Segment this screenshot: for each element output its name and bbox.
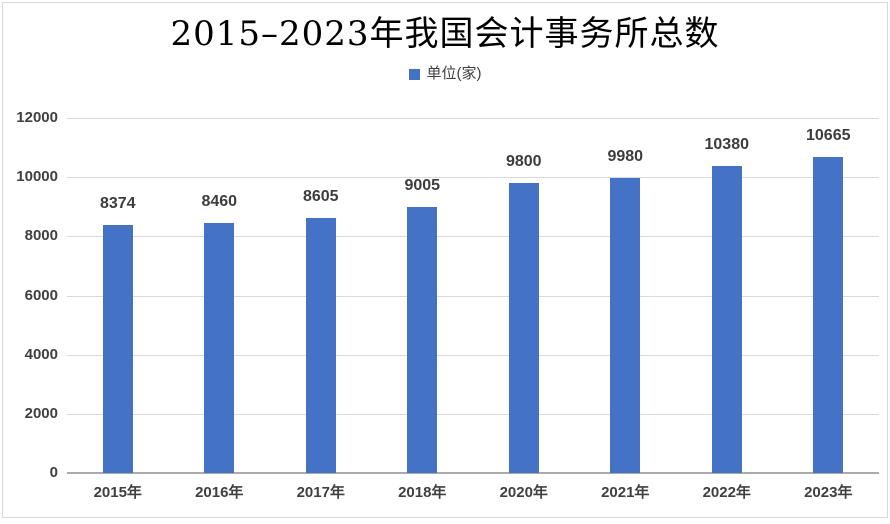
data-label-2023年: 10665 [806,127,851,145]
x-axis-label-2022年: 2022年 [702,484,751,501]
x-axis-label-2021年: 2021年 [601,484,650,501]
x-axis-label-2020年: 2020年 [499,484,548,501]
bar-2018年 [407,206,438,473]
data-label-2016年: 8460 [201,192,238,210]
legend-label: 单位(家) [426,65,482,82]
gridline-2000 [67,413,879,415]
y-axis-label-0: 0 [49,464,58,481]
bar-2021年 [610,177,641,473]
x-axis-label-2017年: 2017年 [296,484,345,501]
data-label-2022年: 10380 [704,135,750,153]
y-axis-label-10000: 10000 [16,168,58,186]
gridline-10000 [67,177,879,179]
gridline-4000 [67,354,879,356]
x-axis-label-2023年: 2023年 [804,484,853,501]
x-axis-line [67,472,879,474]
legend: 单位(家) [0,64,890,84]
gridline-6000 [67,295,879,297]
bar-2017年 [305,218,336,473]
data-label-2015年: 8374 [99,195,136,213]
bar-2020年 [508,183,539,473]
data-label-2017年: 8605 [302,188,339,206]
gridline-12000 [67,118,879,119]
data-label-2020年: 9800 [505,153,542,171]
gridline-8000 [67,236,879,238]
bar-2016年 [204,222,235,473]
y-axis-label-8000: 8000 [24,227,58,245]
bar-2015年 [102,225,133,473]
y-axis-label-4000: 4000 [24,345,58,363]
data-label-2018年: 9005 [404,176,441,194]
legend-swatch-icon [408,68,420,80]
bar-2023年 [813,157,844,473]
bar-2022年 [711,165,742,473]
y-axis-label-2000: 2000 [24,404,58,422]
x-axis-label-2015年: 2015年 [93,484,142,501]
y-axis-label-12000: 12000 [16,109,58,126]
data-label-2021年: 9980 [607,147,644,165]
x-axis-label-2018年: 2018年 [398,484,447,501]
chart-title: 2015–2023年我国会计事务所总数 [170,14,720,54]
y-axis-label-6000: 6000 [24,286,58,304]
x-axis-label-2016年: 2016年 [195,484,244,501]
